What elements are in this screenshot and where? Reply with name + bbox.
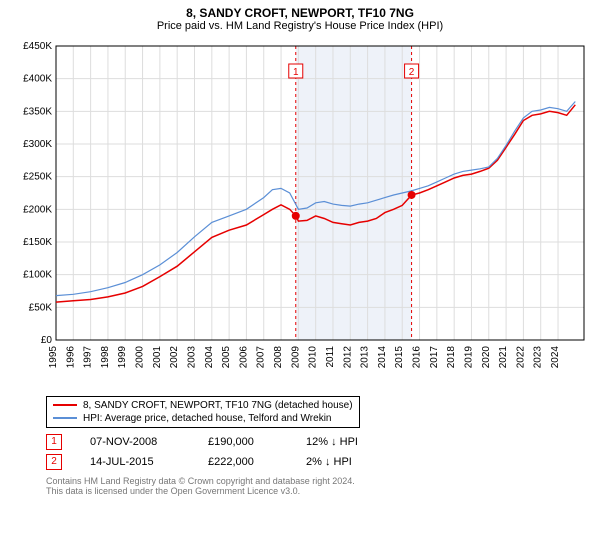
svg-text:£350K: £350K	[23, 106, 52, 117]
sale-price: £190,000	[208, 436, 278, 448]
legend-swatch	[53, 404, 77, 406]
svg-text:2005: 2005	[221, 345, 232, 368]
sale-delta: 12% ↓ HPI	[306, 436, 358, 448]
svg-text:1997: 1997	[83, 345, 94, 368]
svg-text:2020: 2020	[481, 345, 492, 368]
svg-text:2015: 2015	[394, 345, 405, 368]
svg-text:2007: 2007	[256, 345, 267, 368]
svg-text:2012: 2012	[342, 345, 353, 368]
svg-text:2024: 2024	[550, 345, 561, 368]
svg-text:2019: 2019	[463, 345, 474, 368]
legend-label: HPI: Average price, detached house, Telf…	[83, 412, 332, 425]
sale-date: 14-JUL-2015	[90, 456, 180, 468]
svg-text:2013: 2013	[360, 345, 371, 368]
svg-text:£200K: £200K	[23, 204, 52, 215]
svg-text:2003: 2003	[186, 345, 197, 368]
svg-text:2001: 2001	[152, 345, 163, 368]
svg-text:2002: 2002	[169, 345, 180, 368]
svg-text:£450K: £450K	[23, 41, 52, 52]
svg-text:£400K: £400K	[23, 73, 52, 84]
sale-row: 1 07-NOV-2008 £190,000 12% ↓ HPI	[46, 432, 584, 452]
line-chart: £0 £50K £100K £150K £200K £250K £300K £350K £400…	[10, 40, 590, 390]
page-subtitle: Price paid vs. HM Land Registry's House …	[0, 20, 600, 39]
svg-text:1998: 1998	[100, 345, 111, 368]
footer-line: Contains HM Land Registry data © Crown c…	[46, 476, 584, 487]
svg-text:1996: 1996	[65, 345, 76, 368]
sale-delta: 2% ↓ HPI	[306, 456, 352, 468]
sales-table: 1 07-NOV-2008 £190,000 12% ↓ HPI 2 14-JUL-201…	[46, 432, 584, 472]
svg-text:£150K: £150K	[23, 237, 52, 248]
legend-row: HPI: Average price, detached house, Telf…	[53, 412, 353, 425]
sale-marker: 2	[46, 454, 62, 470]
svg-text:2010: 2010	[308, 345, 319, 368]
svg-text:2016: 2016	[412, 345, 423, 368]
svg-text:£300K: £300K	[23, 139, 52, 150]
legend-swatch	[53, 417, 77, 419]
svg-text:2011: 2011	[325, 345, 336, 367]
legend-label: 8, SANDY CROFT, NEWPORT, TF10 7NG (detac…	[83, 399, 353, 412]
svg-text:2000: 2000	[135, 345, 146, 368]
chart-region: £0 £50K £100K £150K £200K £250K £300K £350K £400…	[10, 40, 590, 390]
footer: Contains HM Land Registry data © Crown c…	[46, 476, 584, 498]
svg-text:1: 1	[293, 67, 299, 78]
footer-line: This data is licensed under the Open Gov…	[46, 486, 584, 497]
sale-date: 07-NOV-2008	[90, 436, 180, 448]
page-title: 8, SANDY CROFT, NEWPORT, TF10 7NG	[0, 0, 600, 20]
sale-price: £222,000	[208, 456, 278, 468]
svg-text:2022: 2022	[515, 345, 526, 368]
svg-text:2008: 2008	[273, 345, 284, 368]
svg-text:£50K: £50K	[29, 302, 53, 313]
svg-text:2023: 2023	[533, 345, 544, 368]
sale-marker: 1	[46, 434, 62, 450]
svg-text:2006: 2006	[238, 345, 249, 368]
svg-text:2014: 2014	[377, 345, 388, 368]
svg-text:2004: 2004	[204, 345, 215, 368]
svg-text:2017: 2017	[429, 345, 440, 368]
svg-text:2018: 2018	[446, 345, 457, 368]
svg-text:1999: 1999	[117, 345, 128, 368]
legend-row: 8, SANDY CROFT, NEWPORT, TF10 7NG (detac…	[53, 399, 353, 412]
svg-text:2009: 2009	[290, 345, 301, 368]
sale-row: 2 14-JUL-2015 £222,000 2% ↓ HPI	[46, 452, 584, 472]
legend: 8, SANDY CROFT, NEWPORT, TF10 7NG (detac…	[46, 396, 360, 428]
svg-text:2: 2	[409, 67, 415, 78]
svg-text:2021: 2021	[498, 345, 509, 368]
svg-text:1995: 1995	[48, 345, 59, 368]
svg-text:£250K: £250K	[23, 171, 52, 182]
svg-text:£0: £0	[41, 335, 53, 346]
svg-text:£100K: £100K	[23, 269, 52, 280]
